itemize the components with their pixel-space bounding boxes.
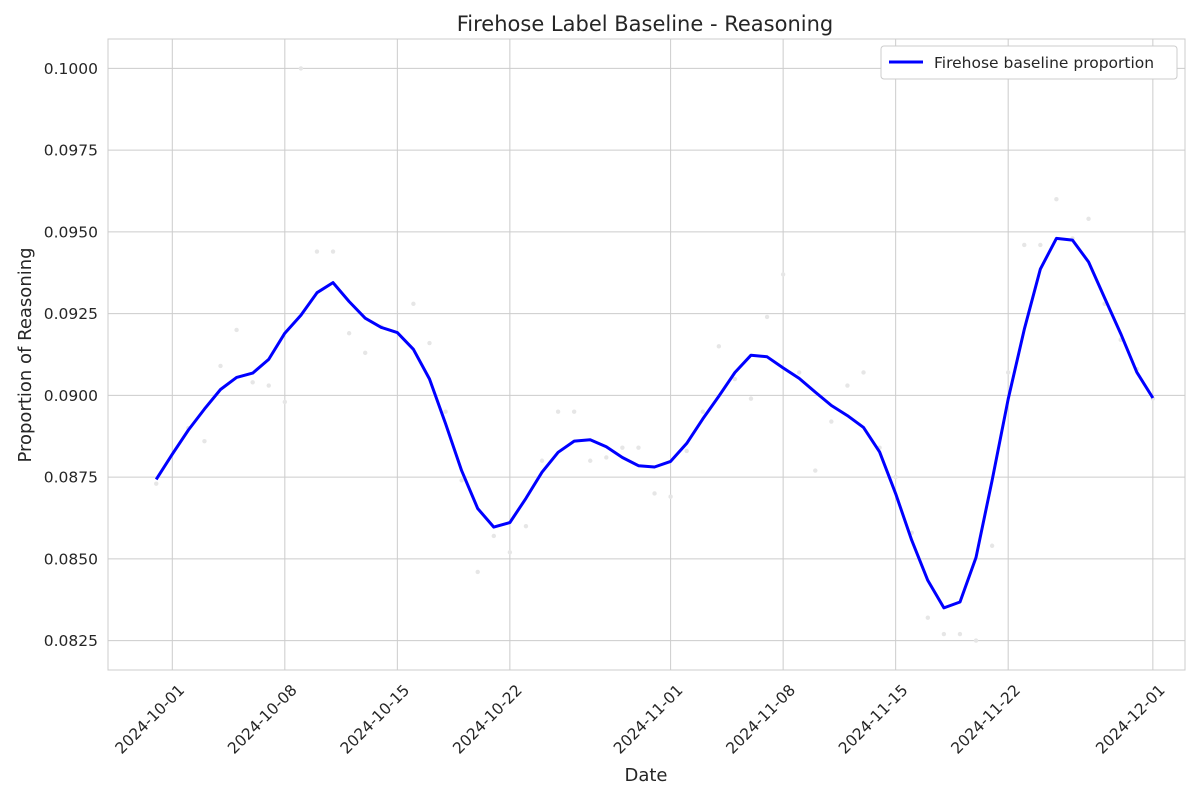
x-tick-label: 2024-10-15 <box>337 681 413 757</box>
y-tick-label: 0.0925 <box>44 305 98 323</box>
scatter-point <box>411 301 416 307</box>
scatter-point <box>1022 242 1027 248</box>
scatter-point <box>732 376 738 382</box>
scatter-point <box>668 494 673 499</box>
scatter-point <box>266 383 271 388</box>
scatter-point <box>700 409 705 414</box>
scatter-point <box>925 615 931 620</box>
scatter-point <box>989 543 995 548</box>
scatter-point <box>1038 242 1043 248</box>
plot-area <box>107 38 1186 671</box>
scatter-point <box>684 448 689 454</box>
legend: Firehose baseline proportion <box>880 45 1178 80</box>
scatter-point <box>652 491 657 496</box>
scatter-point <box>459 478 464 483</box>
scatter-point <box>764 314 770 320</box>
y-tick-label: 0.0825 <box>44 632 98 650</box>
legend-entry: Firehose baseline proportion <box>934 54 1154 72</box>
scatter-point <box>861 370 866 375</box>
scatter-point <box>748 396 754 401</box>
x-tick-label: 2024-11-15 <box>835 681 911 757</box>
x-axis-label: Date <box>624 765 667 786</box>
scatter-point <box>298 66 304 71</box>
scatter-point <box>780 272 786 277</box>
scatter-point <box>523 523 529 529</box>
x-tick-label: 2024-11-22 <box>948 681 1024 757</box>
scatter-points <box>154 66 1156 643</box>
x-axis-ticks: 2024-10-01 2024-10-08 2024-10-15 2024-10-22… <box>112 681 1169 757</box>
y-tick-label: 0.0850 <box>44 550 98 568</box>
y-tick-label: 0.0875 <box>44 469 98 487</box>
scatter-point <box>941 631 947 637</box>
scatter-point <box>555 409 561 414</box>
scatter-point <box>620 445 625 450</box>
x-tick-label: 2024-10-22 <box>449 681 525 757</box>
scatter-point <box>491 533 496 539</box>
grid-lines <box>108 39 1185 670</box>
scatter-point <box>218 363 223 369</box>
scatter-point <box>475 569 480 575</box>
scatter-point <box>314 249 320 254</box>
scatter-point <box>427 340 432 346</box>
scatter-point <box>250 380 255 385</box>
scatter-point <box>443 409 448 414</box>
series-lines <box>154 236 1155 610</box>
y-tick-label: 0.0975 <box>44 142 98 160</box>
scatter-point <box>1054 197 1059 202</box>
x-tick-label: 2024-11-01 <box>610 681 686 757</box>
chart-title: Firehose Label Baseline - Reasoning <box>457 12 833 36</box>
scatter-point <box>845 383 850 388</box>
scatter-point <box>957 631 963 637</box>
scatter-point <box>1086 216 1091 222</box>
x-tick-label: 2024-12-01 <box>1092 681 1168 757</box>
legend-box <box>880 45 1178 80</box>
series-line <box>154 236 1155 610</box>
x-tick-label: 2024-11-08 <box>723 681 799 757</box>
scatter-point <box>362 350 368 356</box>
scatter-point <box>797 370 802 375</box>
scatter-point <box>539 458 545 463</box>
scatter-point <box>346 331 352 336</box>
scatter-point <box>829 419 834 424</box>
scatter-point <box>1005 370 1011 375</box>
scatter-point <box>604 455 609 460</box>
y-axis-ticks: 0.0825 0.0850 0.0875 0.0900 0.0925 0.0950 0.09… <box>44 60 98 650</box>
y-axis-label: Proportion of Reasoning <box>15 247 36 462</box>
y-tick-label: 0.0950 <box>44 223 98 241</box>
y-tick-label: 0.0900 <box>44 387 98 405</box>
x-tick-label: 2024-10-01 <box>112 681 188 757</box>
scatter-point <box>571 409 577 414</box>
scatter-point <box>202 438 207 444</box>
scatter-point <box>588 458 593 463</box>
scatter-point <box>154 481 159 486</box>
scatter-point <box>330 249 336 254</box>
scatter-point <box>507 550 513 555</box>
scatter-point <box>813 468 818 473</box>
scatter-point <box>636 445 641 450</box>
scatter-point <box>234 327 239 333</box>
scatter-point <box>973 638 979 643</box>
scatter-point <box>282 399 288 405</box>
y-tick-label: 0.1000 <box>44 60 98 78</box>
x-tick-label: 2024-10-08 <box>224 681 300 757</box>
scatter-point <box>893 474 898 480</box>
scatter-point <box>716 344 722 349</box>
